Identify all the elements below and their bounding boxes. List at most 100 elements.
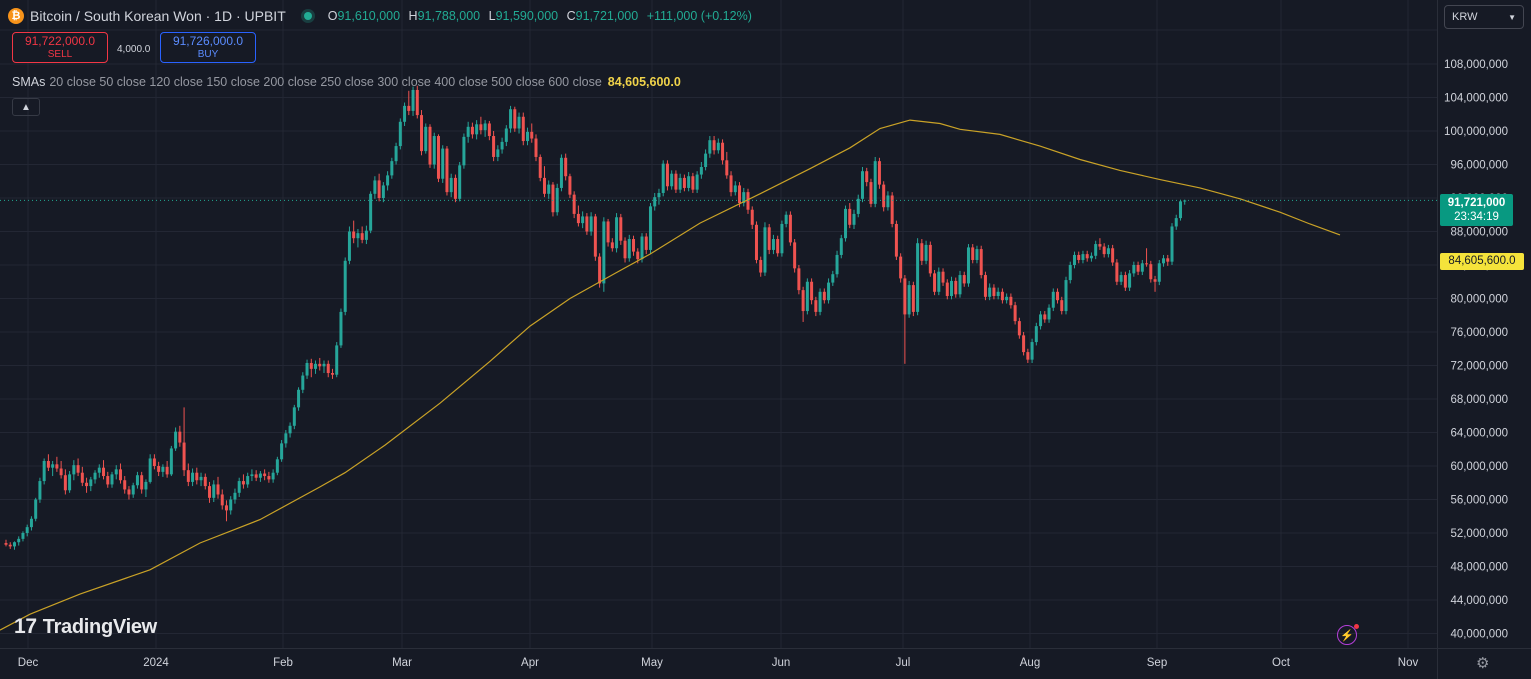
- candle-body: [975, 249, 979, 260]
- candle-body: [330, 373, 334, 375]
- candle: [390, 157, 394, 179]
- candle-body: [288, 425, 292, 434]
- candle: [309, 358, 313, 378]
- candle-body: [1115, 262, 1119, 282]
- candle-body: [360, 233, 364, 240]
- candle-body: [763, 227, 767, 273]
- candle: [1005, 293, 1009, 304]
- candle-body: [436, 136, 440, 179]
- candle-body: [398, 121, 402, 147]
- candle-body: [12, 542, 16, 547]
- y-tick-label: 44,000,000: [1450, 595, 1508, 607]
- candle: [1166, 254, 1170, 266]
- candle-body: [267, 476, 271, 480]
- candle-body: [1047, 307, 1051, 320]
- candle: [377, 173, 381, 202]
- candle-body: [526, 131, 530, 142]
- chart-header: ₿ Bitcoin / South Korean Won · 1D · UPBI…: [8, 6, 757, 26]
- indicator-legend[interactable]: SMAs 20 close 50 close 120 close 150 clos…: [12, 75, 681, 89]
- candle: [733, 181, 737, 196]
- candle: [373, 176, 377, 199]
- candle: [958, 270, 962, 298]
- candle: [551, 182, 555, 217]
- candle-body: [712, 140, 716, 151]
- candle-body: [487, 123, 491, 137]
- candle-body: [466, 126, 470, 137]
- gear-icon[interactable]: ⚙: [1476, 655, 1490, 672]
- candle-body: [106, 476, 110, 485]
- candle-body: [186, 470, 190, 482]
- candle: [203, 473, 207, 490]
- candle-body: [839, 238, 843, 255]
- candle-body: [729, 175, 733, 193]
- candle-body: [381, 185, 385, 198]
- x-tick-label: Aug: [1020, 657, 1040, 669]
- candle: [1077, 251, 1081, 264]
- candle: [263, 469, 267, 481]
- collapse-legend-button[interactable]: ▲: [12, 98, 40, 116]
- candle-body: [449, 177, 453, 193]
- candle: [907, 280, 911, 318]
- candle-body: [496, 149, 500, 157]
- candle-body: [559, 157, 563, 188]
- candle: [632, 235, 636, 256]
- candle-body: [492, 136, 496, 157]
- candle-body: [695, 174, 699, 190]
- candle: [873, 156, 877, 208]
- candle: [971, 244, 975, 264]
- candle: [237, 477, 241, 497]
- candle-body: [648, 206, 652, 250]
- candle-body: [377, 180, 381, 198]
- candle-body: [140, 475, 144, 490]
- candle: [623, 237, 627, 263]
- x-tick-label: Feb: [273, 657, 293, 669]
- currency-select[interactable]: KRW ▼: [1444, 5, 1524, 29]
- candle-body: [470, 126, 474, 135]
- candle-body: [301, 375, 305, 390]
- candle-body: [386, 175, 390, 186]
- candle: [992, 284, 996, 300]
- candle-body: [1145, 263, 1149, 265]
- buy-price: 91,726,000.0: [172, 33, 244, 48]
- candle: [322, 360, 326, 374]
- candle: [682, 174, 686, 192]
- candle: [432, 132, 436, 169]
- candle-body: [996, 291, 1000, 296]
- candle: [759, 256, 763, 277]
- candle: [513, 106, 517, 132]
- sell-button[interactable]: 91,722,000.0 SELL: [12, 32, 108, 63]
- candle: [534, 134, 538, 162]
- candle-body: [1000, 291, 1004, 301]
- candle-body: [835, 254, 839, 275]
- candle: [572, 191, 576, 219]
- candle: [191, 468, 195, 487]
- candle: [195, 467, 199, 485]
- candle: [127, 486, 131, 500]
- lightning-icon[interactable]: ⚡: [1337, 624, 1359, 645]
- candle-body: [1009, 296, 1013, 306]
- candle-body: [971, 247, 975, 260]
- candle-body: [797, 268, 801, 291]
- candle-body: [589, 216, 593, 232]
- candle-body: [453, 177, 457, 199]
- candle-body: [670, 173, 674, 187]
- candle: [564, 153, 568, 181]
- candle-body: [534, 138, 538, 157]
- candle: [330, 368, 334, 379]
- candle-body: [369, 193, 373, 231]
- close-value: 91,721,000: [575, 9, 639, 23]
- candle-body: [51, 464, 55, 468]
- candle: [899, 253, 903, 283]
- symbol-title[interactable]: Bitcoin / South Korean Won · 1D · UPBIT: [30, 8, 286, 24]
- candle: [708, 136, 712, 158]
- buy-button[interactable]: 91,726,000.0 BUY: [160, 32, 256, 63]
- y-tick-label: 96,000,000: [1450, 160, 1508, 172]
- candle-body: [928, 244, 932, 274]
- candle: [793, 239, 797, 273]
- candle: [1102, 243, 1106, 258]
- candle: [920, 239, 924, 265]
- candle: [339, 308, 343, 348]
